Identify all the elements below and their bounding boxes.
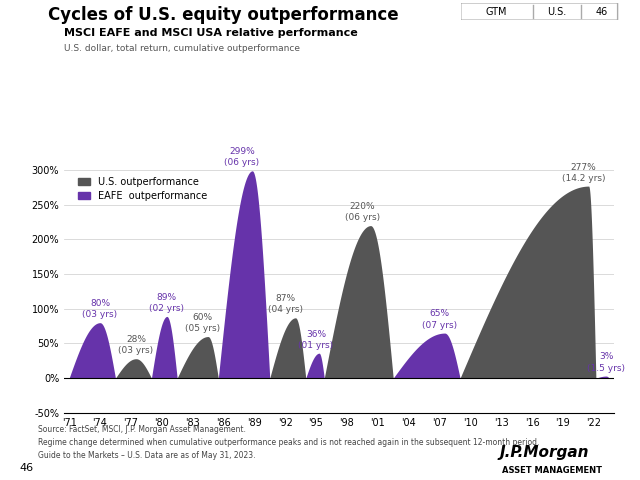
Text: Cycles of U.S. equity outperformance: Cycles of U.S. equity outperformance bbox=[48, 6, 399, 24]
Text: 277%
(14.2 yrs): 277% (14.2 yrs) bbox=[562, 163, 605, 182]
Text: 87%
(04 yrs): 87% (04 yrs) bbox=[268, 294, 303, 314]
Text: MSCI EAFE and MSCI USA relative performance: MSCI EAFE and MSCI USA relative performa… bbox=[64, 28, 358, 38]
Text: International: International bbox=[6, 252, 16, 314]
Text: Regime change determined when cumulative outperformance peaks and is not reached: Regime change determined when cumulative… bbox=[38, 438, 540, 447]
Text: 299%
(06 yrs): 299% (06 yrs) bbox=[225, 146, 260, 167]
Text: 60%
(05 yrs): 60% (05 yrs) bbox=[186, 313, 220, 333]
Text: 46: 46 bbox=[19, 463, 33, 473]
Text: 36%
(01 yrs): 36% (01 yrs) bbox=[298, 330, 333, 350]
Text: GTM: GTM bbox=[485, 7, 507, 16]
Text: Guide to the Markets – U.S. Data are as of May 31, 2023.: Guide to the Markets – U.S. Data are as … bbox=[38, 451, 256, 460]
Text: 220%
(06 yrs): 220% (06 yrs) bbox=[345, 202, 380, 222]
Text: 28%
(03 yrs): 28% (03 yrs) bbox=[118, 335, 154, 355]
Text: 46: 46 bbox=[595, 7, 608, 16]
Text: 80%
(03 yrs): 80% (03 yrs) bbox=[83, 299, 118, 319]
Text: 89%
(02 yrs): 89% (02 yrs) bbox=[149, 293, 184, 313]
Text: ASSET MANAGEMENT: ASSET MANAGEMENT bbox=[502, 466, 602, 475]
FancyBboxPatch shape bbox=[461, 3, 618, 20]
Text: Source: FactSet, MSCI, J.P. Morgan Asset Management.: Source: FactSet, MSCI, J.P. Morgan Asset… bbox=[38, 425, 246, 434]
Text: 3%
(1.5 yrs): 3% (1.5 yrs) bbox=[587, 352, 625, 372]
Text: U.S.: U.S. bbox=[547, 7, 566, 16]
Polygon shape bbox=[13, 5, 27, 18]
Text: J.P.Morgan: J.P.Morgan bbox=[499, 445, 589, 460]
Text: U.S. dollar, total return, cumulative outperformance: U.S. dollar, total return, cumulative ou… bbox=[64, 44, 300, 53]
Legend: U.S. outperformance, EAFE  outperformance: U.S. outperformance, EAFE outperformance bbox=[74, 173, 211, 204]
Text: 65%
(07 yrs): 65% (07 yrs) bbox=[422, 310, 457, 330]
